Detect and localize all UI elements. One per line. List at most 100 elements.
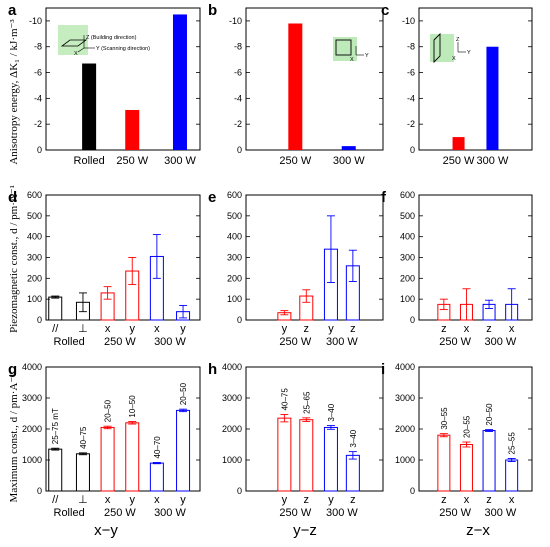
group-label: 300 W: [154, 336, 186, 348]
group-label: 300 W: [326, 336, 358, 348]
ytick-label: 400: [27, 232, 42, 242]
plot-frame-e: [245, 194, 384, 321]
ytick-label: 0: [237, 486, 242, 496]
ytick-label: -6: [234, 68, 242, 78]
row-g-ylabel: Maximum const., d / pm·A⁻¹: [8, 374, 20, 503]
group-label: 300 W: [484, 507, 516, 519]
bottom-label-xy: x−y: [94, 522, 118, 539]
group-label: 250 W: [279, 507, 311, 519]
category-label: 300 W: [164, 155, 196, 167]
ytick-label: 0: [237, 315, 242, 325]
bar-g-2: [100, 426, 115, 492]
category-label: 250 W: [279, 155, 311, 167]
xtick-label: x: [154, 323, 160, 335]
inset-c-x-label: X: [452, 56, 456, 62]
ytick-label: -2: [407, 119, 415, 129]
xtick-label: x: [509, 323, 515, 335]
group-label: 250 W: [439, 507, 471, 519]
panel-letter-d: d: [8, 189, 17, 206]
plot-frame-h: [245, 366, 384, 492]
ytick-label: 3000: [395, 393, 415, 403]
xtick-label: x: [509, 494, 515, 506]
bar-h-1: [299, 419, 314, 492]
inset-a-z-label: Z (Building direction): [86, 35, 137, 41]
ytick-label: 0: [37, 145, 42, 155]
group-label: 250 W: [439, 336, 471, 348]
bar-annotation: 20–50: [485, 403, 494, 426]
bar-i-0: [437, 434, 451, 492]
ytick-label: 0: [237, 145, 242, 155]
xtick-label: ⊥: [78, 494, 88, 506]
xtick-label: z: [350, 323, 356, 335]
bar-annotation: 30–55: [440, 407, 449, 430]
bar-i-1: [459, 444, 473, 492]
ytick-label: 600: [27, 190, 42, 200]
xtick-label: x: [105, 323, 111, 335]
plot-frame-i: [418, 366, 533, 492]
plot-frame-a: [45, 7, 201, 151]
bar-annotation: 40–75: [280, 388, 289, 411]
ytick-label: 2000: [395, 424, 415, 434]
ytick-label: 500: [27, 211, 42, 221]
bar-g-0: [48, 448, 63, 492]
xtick-label: z: [486, 323, 492, 335]
bar-annotation: 20–50: [104, 399, 113, 422]
ytick-label: 3000: [22, 393, 42, 403]
ytick-label: 300: [400, 253, 415, 263]
bar-g-3: [125, 422, 140, 492]
xtick-label: z: [441, 323, 447, 335]
category-label: 300 W: [477, 155, 509, 167]
group-label: 250 W: [104, 336, 136, 348]
ytick-label: -6: [407, 68, 415, 78]
panel-letter-e: e: [208, 189, 216, 206]
ytick-label: 2000: [222, 424, 242, 434]
ytick-label: 400: [227, 232, 242, 242]
plot-frame-b: [245, 7, 384, 151]
ytick-label: 300: [27, 253, 42, 263]
row-a-ylabel: Anisotropy energy, ΔK₁ / kJ·m⁻³: [8, 19, 20, 165]
group-label: 300 W: [484, 336, 516, 348]
ytick-label: 2000: [22, 424, 42, 434]
ytick-label: 0: [410, 315, 415, 325]
xtick-label: y: [129, 494, 135, 506]
panel-letter-b: b: [208, 2, 217, 19]
ytick-label: 0: [37, 315, 42, 325]
panel-letter-a: a: [8, 2, 17, 19]
xtick-label: ⊥: [78, 323, 88, 335]
xtick-label: x: [154, 494, 160, 506]
ytick-label: 200: [400, 273, 415, 283]
ytick-label: 1000: [22, 455, 42, 465]
xtick-label: y: [180, 494, 186, 506]
xtick-label: y: [180, 323, 186, 335]
ytick-label: 0: [37, 486, 42, 496]
ytick-label: -4: [34, 93, 42, 103]
panel-letter-f: f: [381, 189, 387, 206]
ytick-label: 4000: [395, 362, 415, 372]
xtick-label: y: [282, 323, 288, 335]
category-label: 250 W: [443, 155, 475, 167]
group-label: 250 W: [104, 507, 136, 519]
bar-annotation: 20–55: [462, 415, 471, 438]
group-label: 250 W: [279, 336, 311, 348]
bar-h-0: [277, 417, 292, 492]
bar-d-0: [48, 296, 63, 321]
bar-annotation: 25–65: [302, 391, 311, 414]
inset-a: Z (Building direction) Y (Scanning direc…: [58, 25, 150, 57]
xtick-label: z: [486, 494, 492, 506]
xtick-label: z: [304, 494, 310, 506]
category-label: 300 W: [333, 155, 365, 167]
inset-b-y-label: Y: [365, 53, 369, 59]
inset-c: Z Y X: [430, 32, 471, 64]
ytick-label: 200: [227, 273, 242, 283]
ytick-label: -8: [407, 42, 415, 52]
ytick-label: 500: [400, 211, 415, 221]
bar-annotation: 10–50: [128, 395, 137, 418]
category-label: Rolled: [74, 155, 105, 167]
ytick-label: 600: [227, 190, 242, 200]
plot-frame-c: [418, 7, 533, 151]
bar-a-2: [172, 14, 187, 151]
inset-c-z-label: Z: [456, 37, 460, 43]
bar-a-1: [125, 109, 140, 150]
ytick-label: 200: [27, 273, 42, 283]
